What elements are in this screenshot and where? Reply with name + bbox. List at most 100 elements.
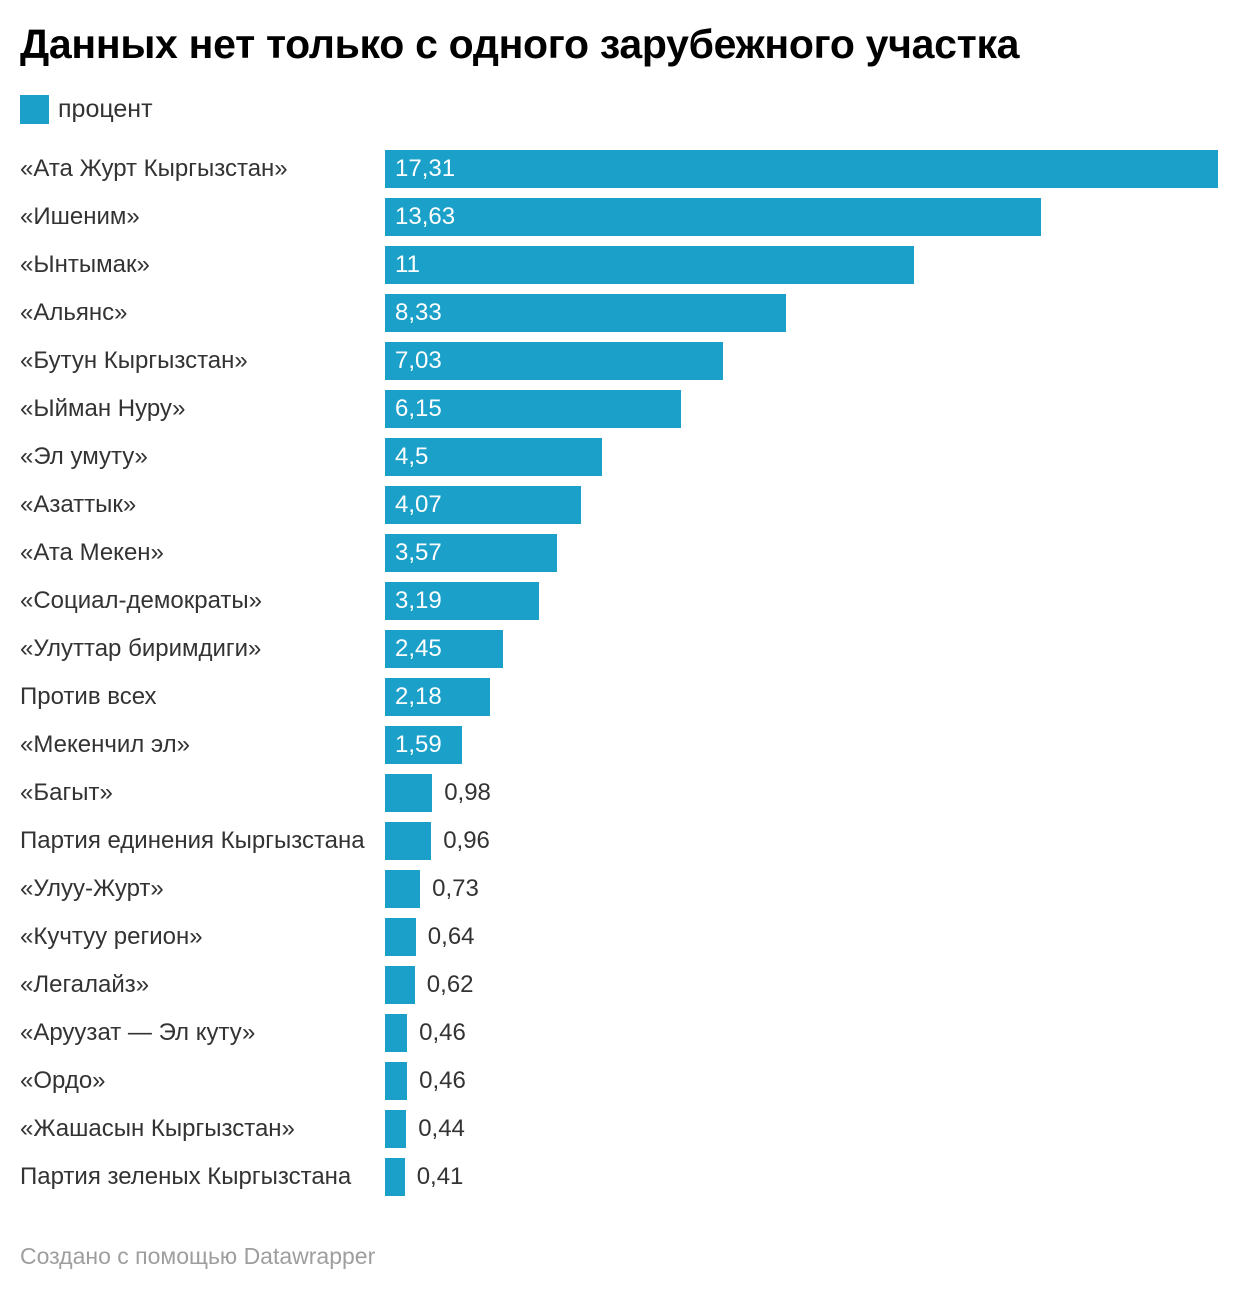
bar[interactable]: 3,57 [385, 534, 557, 572]
bar-row: Партия единения Кыргызстана 0,96 [20, 817, 1218, 865]
category-label: «Азаттык» [20, 491, 137, 518]
bar[interactable] [385, 1110, 407, 1148]
category-label: «Улуу-Журт» [20, 875, 164, 902]
bar[interactable]: 3,19 [385, 582, 539, 620]
bar[interactable] [385, 822, 432, 860]
bar-row: «Ыйман Нуру» 6,15 [20, 385, 1218, 433]
bar[interactable]: 4,5 [385, 438, 602, 476]
value-label: 4,07 [395, 491, 442, 518]
bar[interactable] [385, 1158, 405, 1196]
bar-row: «Ата Журт Кыргызстан» 17,31 [20, 145, 1218, 193]
bar[interactable]: 1,59 [385, 726, 462, 764]
footer-credit: Создано с помощью Datawrapper [20, 1243, 376, 1269]
bar-area: 8,33 [385, 294, 1218, 332]
value-label: 0,98 [444, 779, 491, 806]
bar-area: 3,19 [385, 582, 1218, 620]
value-label: 7,03 [395, 347, 442, 374]
legend-swatch [20, 95, 49, 124]
bar-area: 0,98 [385, 774, 1218, 812]
bar-row: «Мекенчил эл» 1,59 [20, 721, 1218, 769]
bar[interactable]: 11 [385, 246, 915, 284]
value-label: 6,15 [395, 395, 442, 422]
bar-row: «Легалайз» 0,62 [20, 961, 1218, 1009]
bar[interactable] [385, 918, 416, 956]
category-label: «Аруузат — Эл куту» [20, 1019, 256, 1046]
bar-row: «Ишеним» 13,63 [20, 193, 1218, 241]
category-label: «Кучтуу регион» [20, 923, 203, 950]
value-label: 4,5 [395, 443, 429, 470]
legend-label: процент [58, 95, 153, 123]
bar-area: 17,31 [385, 150, 1218, 188]
category-label: «Ыйман Нуру» [20, 395, 186, 422]
bar[interactable]: 7,03 [385, 342, 724, 380]
category-label: Партия единения Кыргызстана [20, 827, 365, 854]
bar-area: 0,62 [385, 966, 1218, 1004]
bar[interactable]: 2,45 [385, 630, 503, 668]
bar[interactable]: 8,33 [385, 294, 786, 332]
bar-row: «Ордо» 0,46 [20, 1057, 1218, 1105]
bar-area: 0,96 [385, 822, 1218, 860]
bar-chart: «Ата Журт Кыргызстан» 17,31 «Ишеним» 13,… [20, 145, 1218, 1201]
bar[interactable] [385, 870, 421, 908]
bar-area: 2,45 [385, 630, 1218, 668]
bar[interactable] [385, 1014, 408, 1052]
bar-area: 0,46 [385, 1014, 1218, 1052]
bar[interactable]: 4,07 [385, 486, 581, 524]
bar-row: Против всех 2,18 [20, 673, 1218, 721]
value-label: 0,73 [432, 875, 479, 902]
chart-title: Данных нет только с одного зарубежного у… [20, 21, 1020, 67]
category-label: «Ата Журт Кыргызстан» [20, 155, 288, 182]
legend: процент [20, 95, 1218, 124]
bar[interactable]: 2,18 [385, 678, 490, 716]
bar-row: «Эл умуту» 4,5 [20, 433, 1218, 481]
category-label: Против всех [20, 683, 157, 710]
bar-row: «Аруузат — Эл куту» 0,46 [20, 1009, 1218, 1057]
category-label: Партия зеленых Кыргызстана [20, 1163, 352, 1190]
bar-row: «Ата Мекен» 3,57 [20, 529, 1218, 577]
value-label: 0,46 [419, 1067, 466, 1094]
bar[interactable]: 6,15 [385, 390, 681, 428]
bar-area: 0,73 [385, 870, 1218, 908]
bar-row: «Социал-демократы» 3,19 [20, 577, 1218, 625]
value-label: 1,59 [395, 731, 442, 758]
bar-area: 2,18 [385, 678, 1218, 716]
bar[interactable]: 17,31 [385, 150, 1218, 188]
bar-area: 0,46 [385, 1062, 1218, 1100]
bar-area: 4,5 [385, 438, 1218, 476]
bar[interactable] [385, 774, 433, 812]
category-label: «Легалайз» [20, 971, 150, 998]
value-label: 0,44 [418, 1115, 465, 1142]
category-label: «Альянс» [20, 299, 128, 326]
value-label: 17,31 [395, 155, 456, 182]
value-label: 2,18 [395, 683, 442, 710]
bar-area: 0,44 [385, 1110, 1218, 1148]
bar-row: «Улуу-Журт» 0,73 [20, 865, 1218, 913]
category-label: «Эл умуту» [20, 443, 148, 470]
category-label: «Улуттар биримдиги» [20, 635, 262, 662]
bar-area: 11 [385, 246, 1218, 284]
category-label: «Жашасын Кыргызстан» [20, 1115, 295, 1142]
bar-area: 4,07 [385, 486, 1218, 524]
bar-area: 1,59 [385, 726, 1218, 764]
bar-row: «Ынтымак» 11 [20, 241, 1218, 289]
value-label: 0,64 [427, 923, 475, 950]
category-label: «Ата Мекен» [20, 539, 164, 566]
value-label: 13,63 [395, 203, 456, 230]
bar-row: «Кучтуу регион» 0,64 [20, 913, 1218, 961]
bar-area: 0,64 [385, 918, 1218, 956]
bar-area: 3,57 [385, 534, 1218, 572]
category-label: «Багыт» [20, 779, 113, 806]
bar-row: «Азаттык» 4,07 [20, 481, 1218, 529]
bar[interactable] [385, 966, 415, 1004]
bar[interactable] [385, 1062, 408, 1100]
value-label: 0,96 [443, 827, 490, 854]
bar-row: «Улуттар биримдиги» 2,45 [20, 625, 1218, 673]
category-label: «Мекенчил эл» [20, 731, 190, 758]
value-label: 0,41 [416, 1163, 464, 1190]
value-label: 8,33 [395, 299, 442, 326]
bar[interactable]: 13,63 [385, 198, 1041, 236]
bar-row: «Жашасын Кыргызстан» 0,44 [20, 1105, 1218, 1153]
value-label: 3,19 [395, 587, 442, 614]
bar-area: 6,15 [385, 390, 1218, 428]
bar-area: 13,63 [385, 198, 1218, 236]
